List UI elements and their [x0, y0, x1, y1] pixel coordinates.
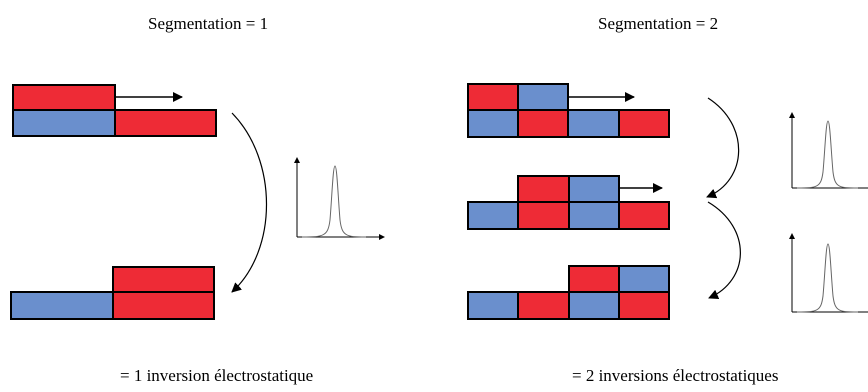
blue-block: [568, 291, 620, 320]
transition-arrow: [231, 112, 267, 293]
right-stack-1: [467, 83, 670, 138]
red-block: [12, 84, 116, 111]
blue-block: [568, 175, 620, 203]
blue-block: [567, 109, 620, 138]
red-block: [517, 201, 570, 230]
right-stack-3: [467, 265, 670, 320]
right-title: Segmentation = 2: [598, 14, 719, 33]
red-block: [517, 291, 570, 320]
red-block: [467, 83, 519, 111]
red-block: [112, 291, 215, 320]
red-block: [517, 109, 569, 138]
peak-curve: [301, 165, 367, 238]
left-final-stack: [10, 266, 215, 320]
blue-block: [467, 109, 519, 138]
transition-arrow-2: [707, 201, 741, 299]
right-peak-plot-2: [789, 233, 868, 313]
peak-curve: [796, 243, 859, 313]
right-stack-2: [467, 175, 670, 230]
peak-curve: [796, 120, 859, 189]
blue-block: [467, 291, 519, 320]
red-block: [568, 265, 620, 293]
red-block: [114, 109, 217, 137]
red-block: [112, 266, 215, 293]
blue-block: [618, 265, 670, 293]
blue-block: [467, 201, 519, 230]
blue-block: [12, 109, 116, 137]
red-block: [618, 291, 670, 320]
right-caption: = 2 inversions électrostatiques: [572, 366, 779, 385]
left-initial-stack: [12, 84, 217, 137]
left-caption: = 1 inversion électrostatique: [120, 366, 314, 385]
blue-block: [517, 83, 569, 111]
blue-block: [568, 201, 620, 230]
blue-block: [10, 291, 114, 320]
red-block: [618, 201, 670, 230]
red-block: [517, 175, 570, 203]
left-title: Segmentation = 1: [148, 14, 269, 33]
left-peak-plot: [294, 157, 385, 240]
transition-arrow-1: [706, 97, 740, 199]
right-peak-plot-1: [789, 112, 868, 189]
red-block: [618, 109, 670, 138]
